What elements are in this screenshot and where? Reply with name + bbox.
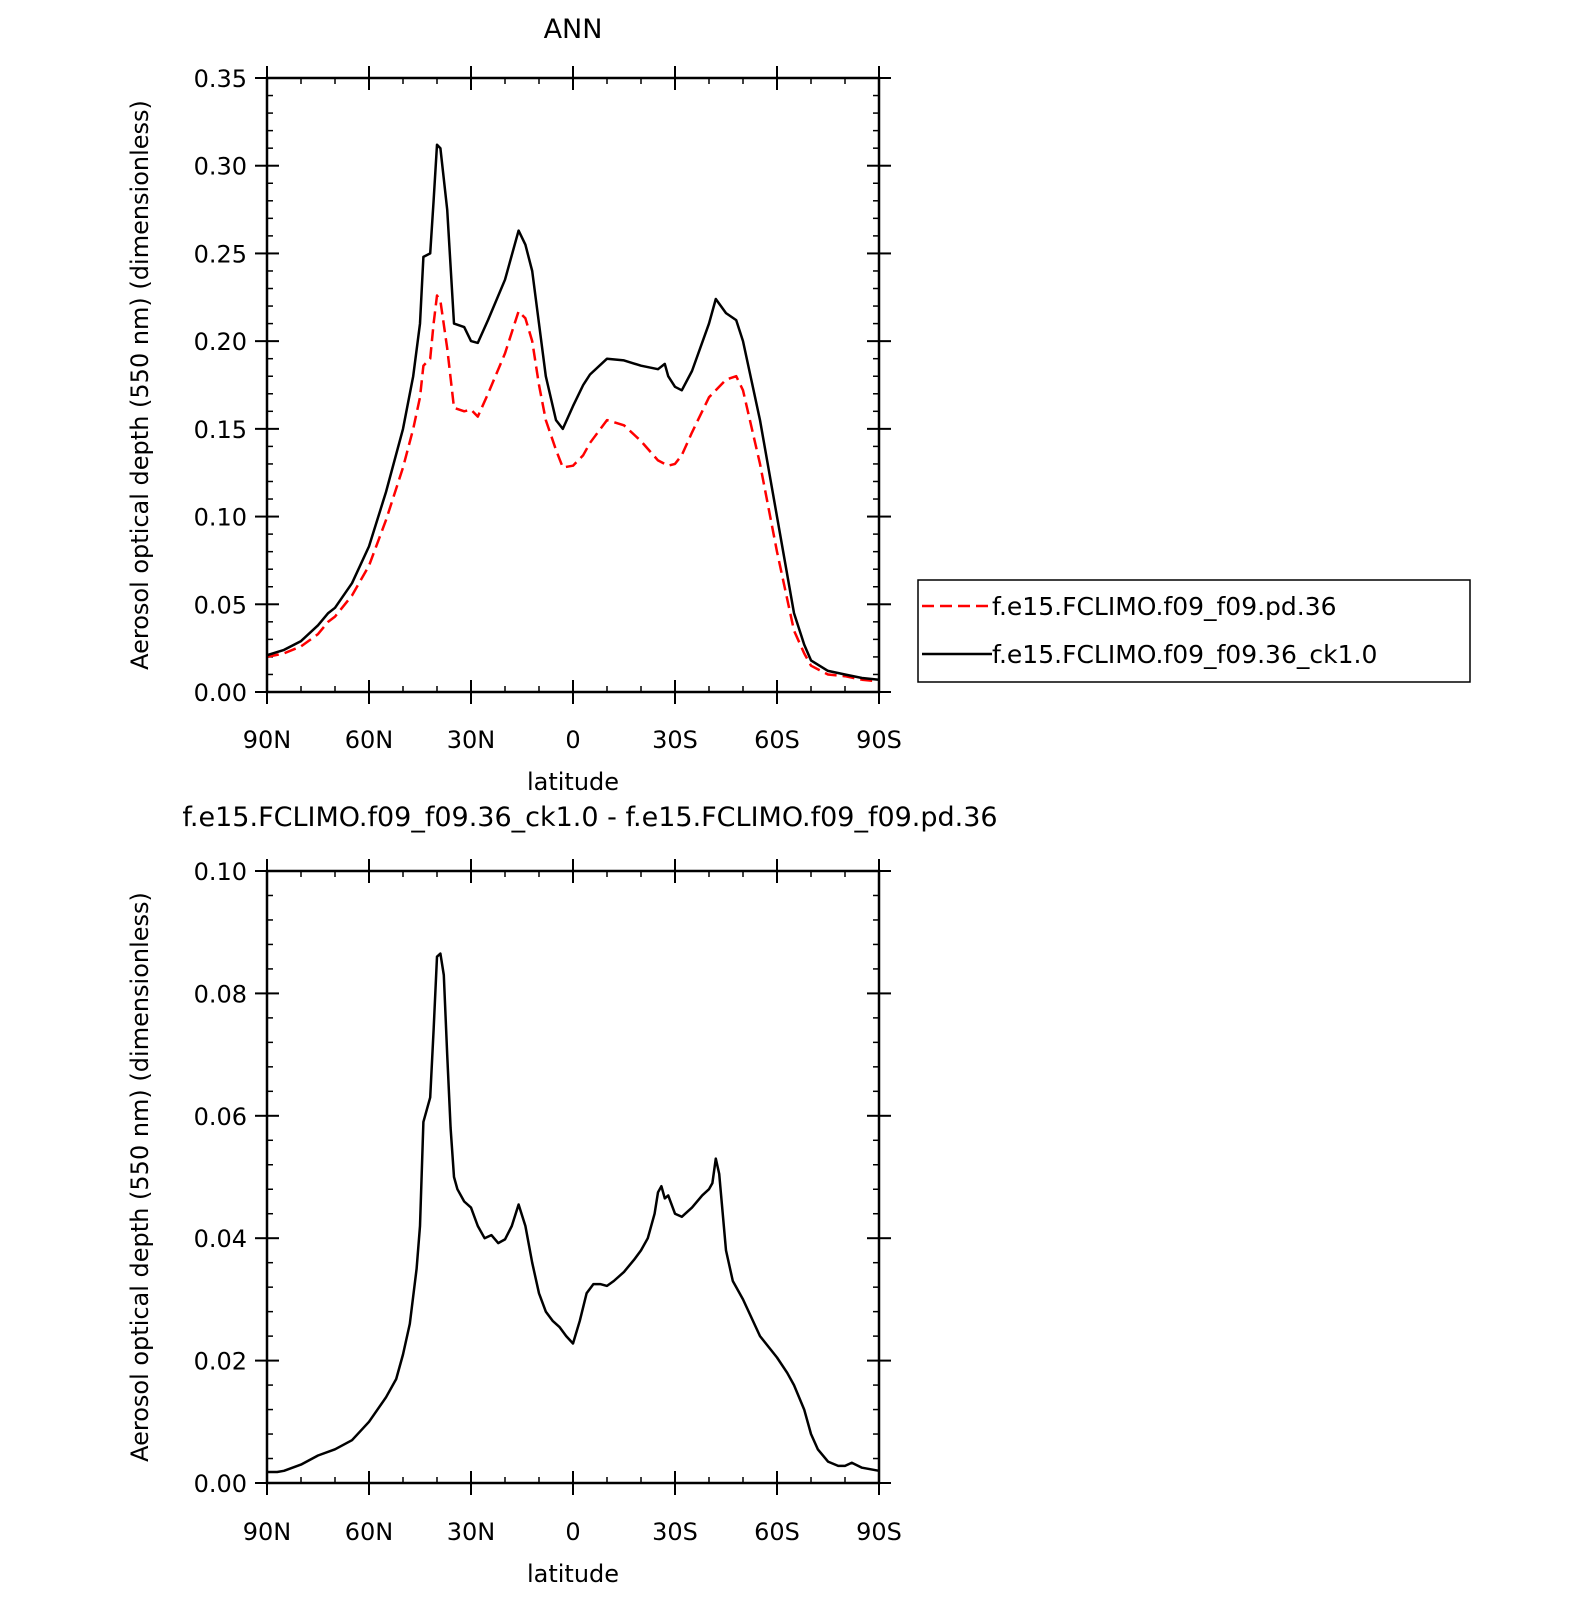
y-tick-label: 0.35 <box>194 65 247 93</box>
y-tick-label: 0.10 <box>194 504 247 532</box>
y-tick-label: 0.06 <box>194 1103 247 1131</box>
x-tick-label: 30N <box>447 1518 496 1546</box>
legend-box <box>917 579 1471 683</box>
x-tick-label: 90S <box>856 726 902 754</box>
top-panel: ANN Aerosol optical depth (550 nm) (dime… <box>126 14 902 796</box>
x-tick-label: 60S <box>754 1518 800 1546</box>
top-series-lines <box>266 143 880 683</box>
top-axis-ticks: 90N 60N 30N 0 30S 60S 90S 0.00 0.05 0.10 0.15 0.20 0… <box>194 65 902 754</box>
y-tick-label: 0.30 <box>194 153 247 181</box>
legend: f.e15.FCLIMO.f09_f09.pd.36 f.e15.FCLIMO.… <box>917 579 1471 683</box>
x-tick-label: 60N <box>345 1518 394 1546</box>
bottom-y-axis-label: Aerosol optical depth (550 nm) (dimensio… <box>126 892 154 1462</box>
y-tick-label: 0.02 <box>194 1348 247 1376</box>
x-tick-label: 30S <box>652 726 698 754</box>
bottom-chart-title: f.e15.FCLIMO.f09_f09.36_ck1.0 - f.e15.FC… <box>182 802 997 833</box>
x-tick-label: 0 <box>565 726 580 754</box>
series-line-solid-black <box>267 952 880 1474</box>
x-tick-label: 30S <box>652 1518 698 1546</box>
y-tick-label: 0.25 <box>194 240 247 268</box>
x-tick-label: 90N <box>243 1518 292 1546</box>
x-tick-label: 90S <box>856 1518 902 1546</box>
y-tick-label: 0.15 <box>194 416 247 444</box>
y-tick-label: 0.00 <box>194 679 247 707</box>
bottom-x-axis-label: latitude <box>527 1560 619 1588</box>
top-y-axis-label: Aerosol optical depth (550 nm) (dimensio… <box>126 100 154 670</box>
y-tick-label: 0.04 <box>194 1225 247 1253</box>
x-tick-label: 60S <box>754 726 800 754</box>
y-tick-label: 0.00 <box>194 1470 247 1498</box>
legend-label-ck10: f.e15.FCLIMO.f09_f09.36_ck1.0 <box>992 640 1377 669</box>
top-plot-frame <box>265 76 881 694</box>
legend-label-pd36: f.e15.FCLIMO.f09_f09.pd.36 <box>992 592 1337 621</box>
top-chart-title: ANN <box>544 14 603 45</box>
y-tick-label: 0.10 <box>194 858 247 886</box>
series-line-solid-black <box>266 143 880 681</box>
bottom-plot-frame <box>265 869 881 1485</box>
y-tick-label: 0.08 <box>194 980 247 1008</box>
bottom-axis-ticks: 90N 60N 30N 0 30S 60S 90S 0.00 0.02 0.04 0.06 0.08 0… <box>194 858 902 1546</box>
series-line-dashed-red <box>266 294 880 683</box>
y-tick-label: 0.05 <box>194 591 247 619</box>
bottom-series-lines <box>267 952 880 1474</box>
y-tick-label: 0.20 <box>194 328 247 356</box>
x-tick-label: 0 <box>565 1518 580 1546</box>
top-x-axis-label: latitude <box>527 768 619 796</box>
x-tick-label: 30N <box>447 726 496 754</box>
x-tick-label: 60N <box>345 726 394 754</box>
bottom-panel: f.e15.FCLIMO.f09_f09.36_ck1.0 - f.e15.FC… <box>126 802 998 1588</box>
x-tick-label: 90N <box>243 726 292 754</box>
